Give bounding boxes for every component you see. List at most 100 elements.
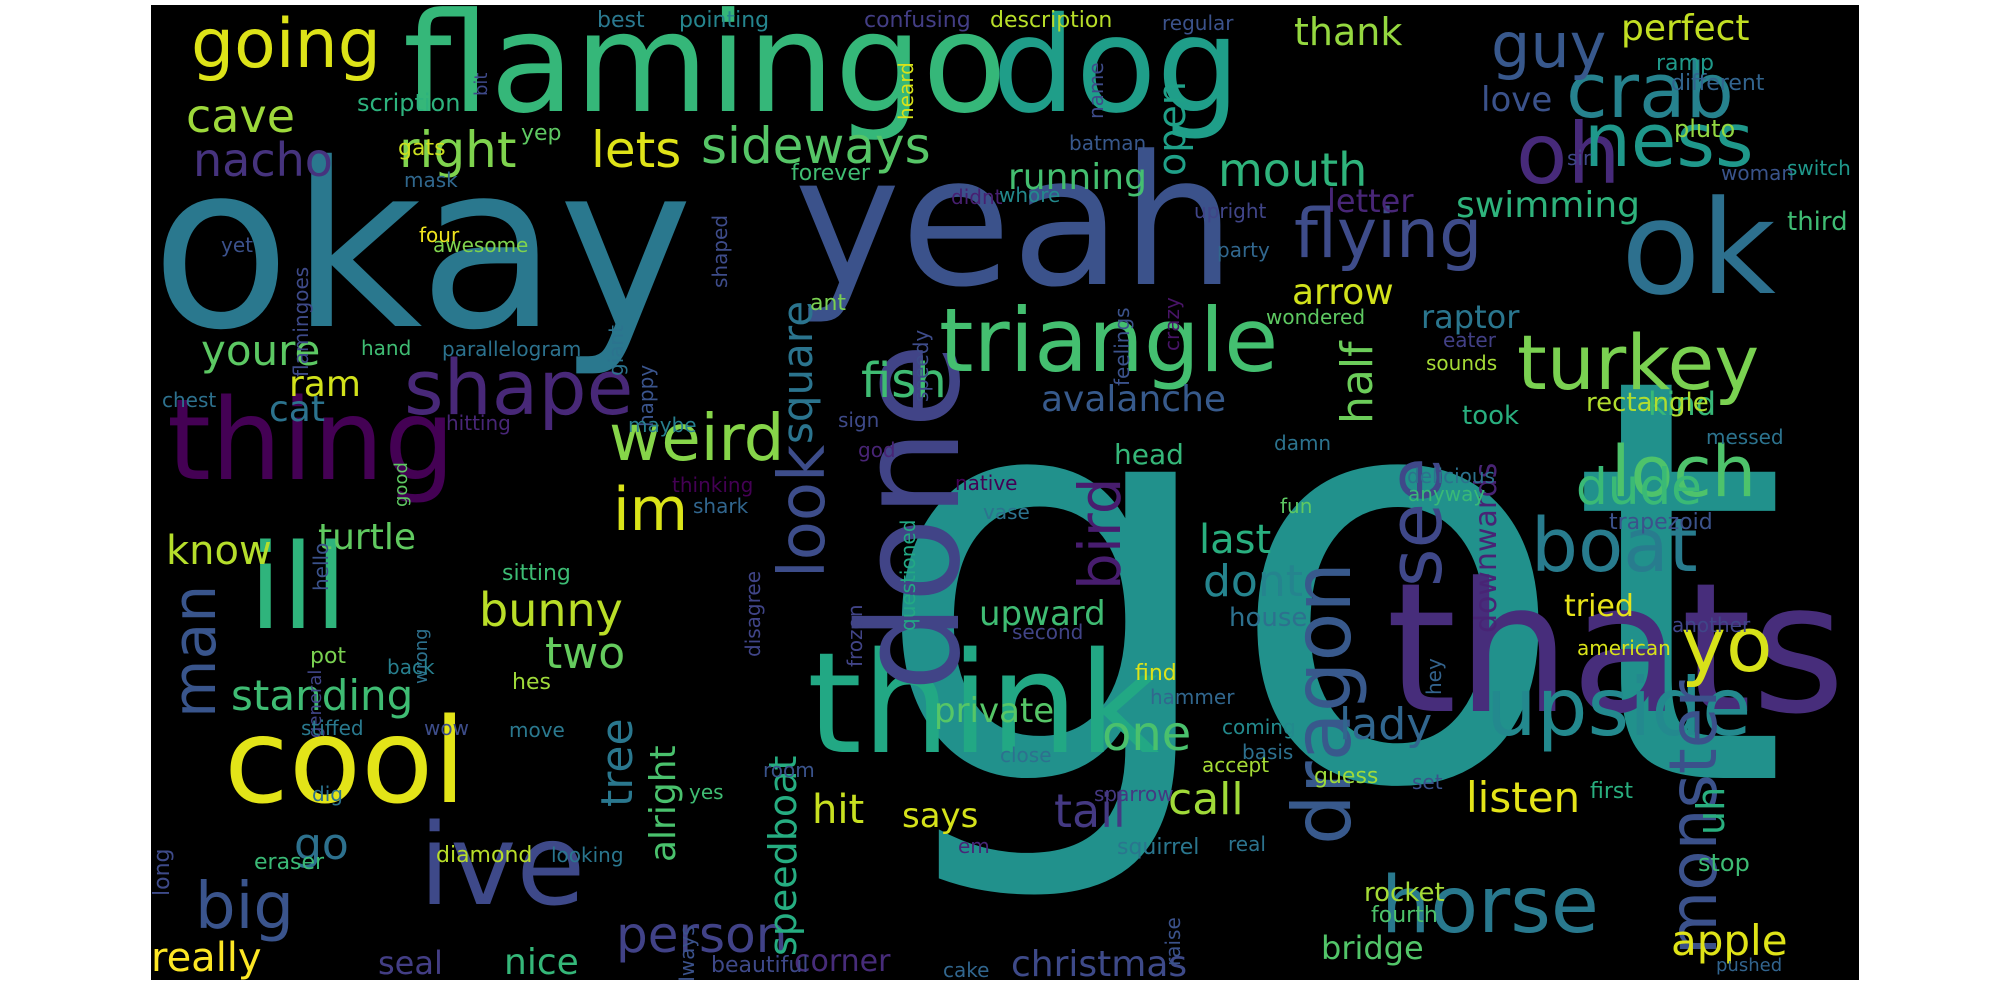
word-raptor: raptor bbox=[1421, 298, 1520, 336]
word-boat: boat bbox=[1531, 503, 1698, 589]
word-im: im bbox=[613, 475, 689, 545]
word-love: love bbox=[1481, 80, 1553, 120]
word-fish: fish bbox=[861, 353, 947, 409]
word-ramp: ramp bbox=[1656, 51, 1714, 76]
word-uh: uh bbox=[1689, 787, 1733, 836]
word-eater: eater bbox=[1443, 328, 1496, 352]
word-nacho: nacho bbox=[193, 133, 333, 187]
word-okay: okay bbox=[151, 114, 694, 380]
word-didnt: didnt bbox=[951, 185, 1003, 209]
word-second: second bbox=[1012, 620, 1084, 644]
word-guy: guy bbox=[1491, 9, 1607, 82]
word-long: long bbox=[151, 849, 175, 897]
word-best: best bbox=[597, 8, 645, 33]
word-trapezoid: trapezoid bbox=[1609, 510, 1713, 535]
word-dog: dog bbox=[992, 5, 1241, 143]
word-forever: forever bbox=[791, 161, 870, 186]
word-arrow: arrow bbox=[1292, 272, 1394, 313]
word-thing: thing bbox=[167, 376, 456, 506]
word-rocket: rocket bbox=[1364, 878, 1445, 908]
word-weird: weird bbox=[609, 402, 785, 476]
word-shape: shape bbox=[404, 343, 634, 432]
word-triangle: triangle bbox=[939, 289, 1279, 392]
word-squirrel: squirrel bbox=[1117, 835, 1200, 860]
word-listen: listen bbox=[1466, 773, 1581, 822]
word-cloud: got okay yeah thats think done flamingo dog thin… bbox=[151, 5, 1859, 980]
word-horse: horse bbox=[1381, 861, 1599, 951]
word-damn: damn bbox=[1274, 431, 1332, 455]
word-back: back bbox=[387, 655, 435, 679]
word-lets: lets bbox=[591, 121, 682, 179]
word-flamingo: flamingo bbox=[403, 5, 1007, 144]
word-ram: ram bbox=[289, 364, 361, 405]
word-woman: woman bbox=[1721, 161, 1795, 185]
word-sign: sign bbox=[838, 408, 880, 432]
word-switch: switch bbox=[1787, 156, 1851, 180]
word-christmas: christmas bbox=[1011, 944, 1188, 981]
word-ill: ill bbox=[249, 518, 348, 656]
word-american: american bbox=[1577, 636, 1671, 660]
word-upward: upward bbox=[979, 594, 1106, 634]
word-shaped: shaped bbox=[708, 215, 732, 289]
word-one: one bbox=[1102, 706, 1192, 762]
word-native: native bbox=[955, 471, 1018, 495]
word-scription: scription bbox=[357, 89, 461, 117]
word-private: private bbox=[934, 691, 1055, 731]
word-dont: dont bbox=[1203, 556, 1303, 607]
word-thank: thank bbox=[1294, 10, 1403, 54]
word-set: set bbox=[1412, 770, 1443, 794]
word-crab: crab bbox=[1566, 46, 1734, 135]
word-head: head bbox=[1114, 438, 1184, 471]
word-rectangle: rectangle bbox=[1586, 388, 1709, 418]
word-pot: pot bbox=[310, 644, 347, 669]
word-delicious: delicious bbox=[1407, 464, 1495, 488]
word-different: different bbox=[1671, 71, 1765, 96]
word-diamond: diamond bbox=[436, 843, 533, 868]
word-four: four bbox=[419, 223, 460, 247]
word-sounds: sounds bbox=[1426, 351, 1498, 375]
word-alright: alright bbox=[643, 745, 684, 862]
word-letter: letter bbox=[1327, 182, 1414, 220]
word-two: two bbox=[545, 628, 626, 679]
word-square: square bbox=[773, 301, 822, 445]
word-house: house bbox=[1229, 603, 1308, 633]
word-tree: tree bbox=[592, 718, 643, 807]
word-hand: hand bbox=[361, 336, 412, 360]
word-got: got bbox=[871, 259, 1789, 911]
word-coming: coming bbox=[1222, 715, 1296, 739]
word-dig: dig bbox=[312, 782, 343, 806]
word-hitting: hitting bbox=[446, 411, 511, 435]
word-questioned: questioned bbox=[896, 520, 920, 632]
word-ant: ant bbox=[810, 291, 847, 316]
word-bunny: bunny bbox=[479, 583, 623, 637]
word-stiffed: stiffed bbox=[301, 716, 364, 740]
word-guess: guess bbox=[1314, 764, 1379, 789]
word-hes: hes bbox=[512, 670, 551, 695]
word-regular: regular bbox=[1162, 11, 1234, 35]
word-hammer: hammer bbox=[1150, 685, 1235, 709]
word-hey: hey bbox=[1422, 658, 1446, 695]
word-mask: mask bbox=[404, 168, 458, 192]
word-god: god bbox=[858, 438, 896, 462]
word-wondered: wondered bbox=[1266, 305, 1366, 329]
word-chest: chest bbox=[162, 388, 217, 412]
word-find: find bbox=[1135, 661, 1177, 686]
word-yes: yes bbox=[689, 780, 724, 804]
word-bit: bit bbox=[471, 73, 492, 97]
word-go: go bbox=[294, 819, 349, 870]
word-whore: whore bbox=[999, 183, 1061, 207]
word-flying: flying bbox=[1294, 195, 1483, 274]
word-going: going bbox=[191, 5, 381, 84]
word-speedy: speedy bbox=[909, 330, 933, 403]
word-fourth: fourth bbox=[1371, 903, 1438, 928]
word-basis: basis bbox=[1242, 740, 1294, 764]
word-yeah: yeah bbox=[794, 118, 1236, 327]
word-pointing: pointing bbox=[679, 8, 770, 33]
word-ok: ok bbox=[1621, 172, 1776, 324]
word-feelings: feelings bbox=[1110, 307, 1134, 386]
word-wow: wow bbox=[424, 716, 469, 740]
word-oh: oh bbox=[1516, 105, 1621, 203]
word-sitting: sitting bbox=[502, 561, 571, 586]
word-cake: cake bbox=[943, 958, 990, 980]
word-know: know bbox=[166, 528, 272, 574]
